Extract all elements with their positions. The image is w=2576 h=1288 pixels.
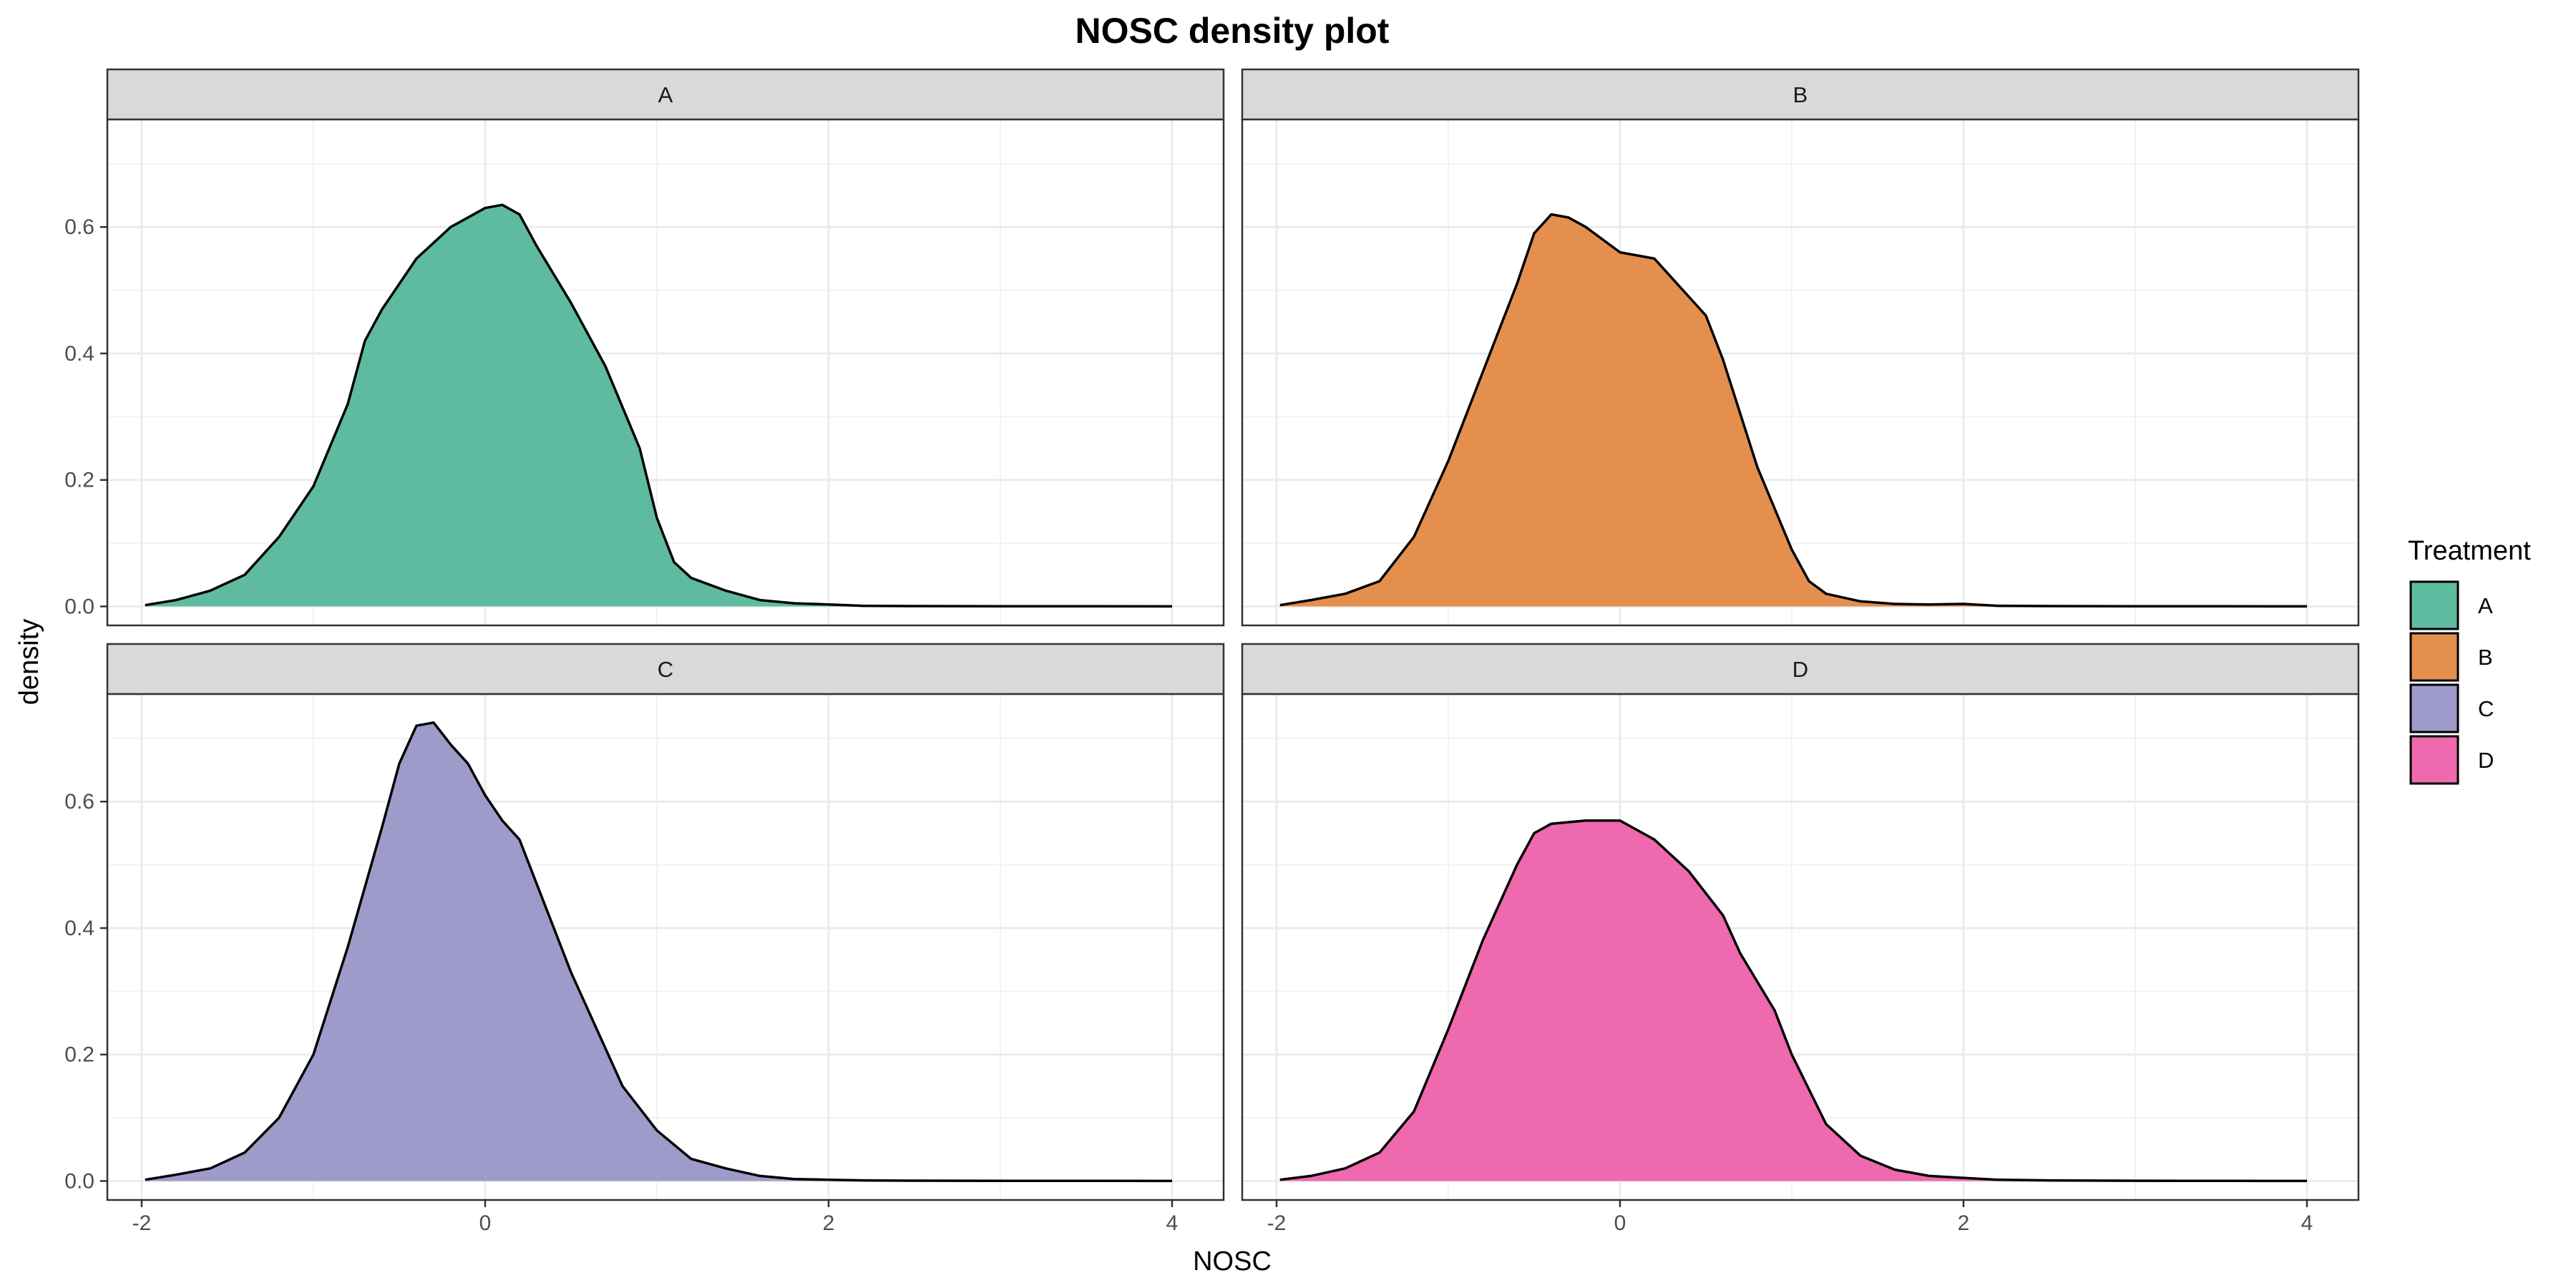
- legend-label-c: C: [2478, 696, 2494, 721]
- density-line-d: [1279, 819, 2308, 1183]
- panel-border: [106, 118, 1225, 627]
- facet-strip: [1241, 643, 2360, 696]
- chart-title: NOSC density plot: [1075, 11, 1390, 51]
- density-line-c: [145, 721, 1173, 1183]
- x-tick-label: 2: [1958, 1211, 1970, 1235]
- y-tick-label: 0.6: [64, 790, 94, 814]
- x-tick-label: 2: [823, 1211, 835, 1235]
- legend-key-a: [2409, 580, 2459, 630]
- legend-label-b: B: [2478, 645, 2493, 670]
- facet-strip-label: A: [658, 82, 673, 107]
- y-tick-label: 0.2: [64, 1043, 94, 1067]
- density-area-b: [1279, 214, 2307, 607]
- panel-border: [1241, 118, 2360, 627]
- facet-strip: [106, 68, 1225, 121]
- y-axis-title: density: [14, 619, 44, 705]
- y-tick-label: 0.2: [64, 469, 94, 492]
- panel-border: [1241, 693, 2360, 1201]
- density-area-c: [145, 722, 1172, 1181]
- y-tick-label: 0.0: [64, 1169, 94, 1193]
- facet-strip-label: C: [658, 657, 673, 682]
- legend-key-b: [2409, 632, 2459, 682]
- x-tick-label: 4: [1166, 1211, 1179, 1235]
- x-tick-label: 0: [1614, 1211, 1626, 1235]
- panel-d: D -2 0 2 4: [1241, 643, 2360, 1235]
- facet-strip-label: D: [1792, 657, 1808, 682]
- density-line-b: [1279, 213, 2308, 608]
- x-tick-label: -2: [1267, 1211, 1287, 1235]
- x-axis-title: NOSC: [1193, 1246, 1272, 1277]
- y-tick-label: 0.6: [64, 215, 94, 239]
- facet-panels: A 0.0 0.2 0.4 0.6 B C 0.0 0.2 0.4 0.6 -2 0 2 4 D -2 0 2 4: [64, 68, 2360, 1235]
- y-tick-label: 0.4: [64, 342, 94, 366]
- legend-label-a: A: [2478, 593, 2493, 618]
- panel-a: A 0.0 0.2 0.4 0.6: [64, 68, 1225, 627]
- y-tick-label: 0.4: [64, 917, 94, 940]
- legend-label-d: D: [2478, 748, 2494, 773]
- facet-strip: [106, 643, 1225, 696]
- x-tick-label: -2: [132, 1211, 152, 1235]
- legend-key-c: [2409, 683, 2459, 733]
- density-area-d: [1279, 820, 2307, 1181]
- panel-border: [106, 693, 1225, 1201]
- legend-title: Treatment: [2408, 536, 2531, 566]
- density-line-a: [145, 203, 1173, 608]
- density-area-a: [145, 205, 1172, 607]
- legend: Treatment A B C D: [2408, 536, 2531, 785]
- y-tick-label: 0.0: [64, 595, 94, 618]
- panel-b: B: [1241, 68, 2360, 627]
- x-tick-label: 0: [479, 1211, 492, 1235]
- legend-key-d: [2409, 735, 2459, 785]
- x-tick-label: 4: [2301, 1211, 2313, 1235]
- panel-c: C 0.0 0.2 0.4 0.6 -2 0 2 4: [64, 643, 1225, 1235]
- facet-strip-label: B: [1793, 82, 1808, 107]
